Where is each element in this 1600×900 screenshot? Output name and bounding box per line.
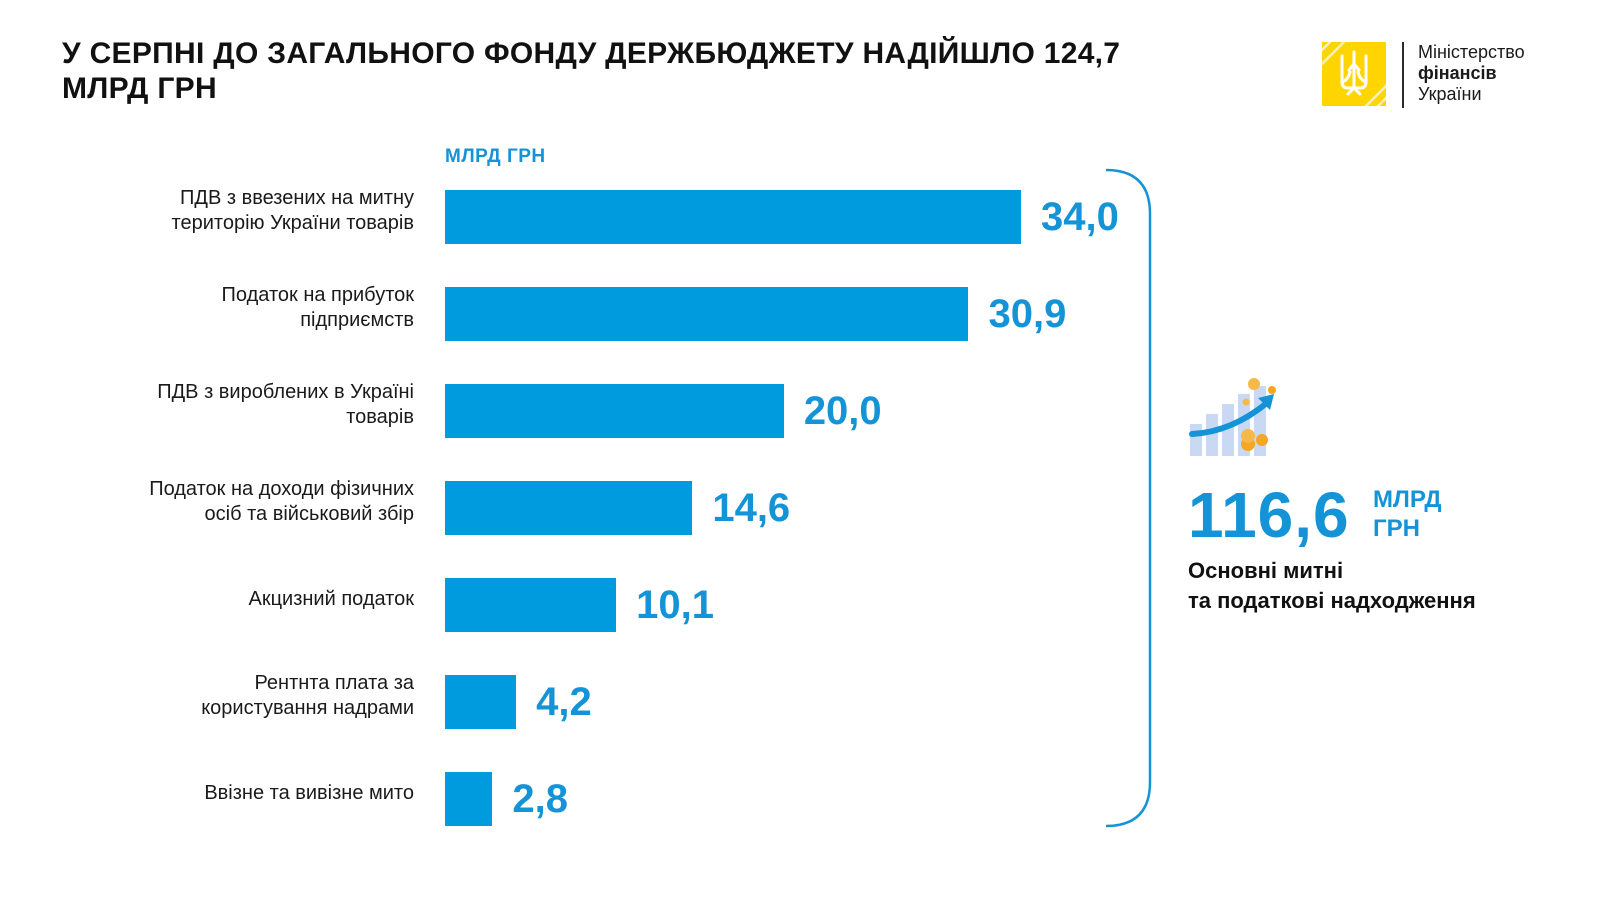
logo-divider — [1402, 42, 1404, 108]
category-label-line: ПДВ з ввезених на митну — [180, 187, 414, 209]
bar-value-label: 10,1 — [636, 583, 714, 627]
bar — [445, 481, 693, 535]
summary-caption: Основні митні та податкові надходження — [1188, 556, 1588, 616]
category-label-line: Податок на доходи фізичних — [149, 478, 414, 500]
logo-line-1: Міністерство — [1418, 42, 1525, 62]
ministry-logo: Міністерство фінансів України — [1322, 42, 1562, 108]
category-label-line: підприємств — [300, 309, 414, 331]
category-label-line: товарів — [346, 406, 414, 428]
bar-value-label: 20,0 — [803, 389, 882, 433]
summary-unit-line-2: ГРН — [1373, 515, 1420, 542]
logo-text: Міністерство фінансів України — [1418, 42, 1525, 105]
bar — [445, 675, 517, 729]
summary-caption-line-2: та податкові надходження — [1188, 588, 1476, 613]
bar — [445, 190, 1021, 244]
category-label: Ввізне та вивізне мито — [60, 781, 414, 806]
category-label-line: Рентнта плата за — [254, 672, 414, 694]
category-label: Рентнта плата за користування надрами — [60, 671, 414, 721]
category-label: ПДВ з ввезених на митну територію України… — [60, 186, 414, 236]
category-label-line: осіб та військовий збір — [204, 503, 414, 525]
summary-unit-line-1: МЛРД — [1373, 486, 1442, 513]
category-label: ПДВ з вироблених в Україні товарів — [60, 380, 414, 430]
category-label-line: користування надрами — [201, 697, 414, 719]
bar-value-label: 2,8 — [512, 777, 569, 821]
bar-value-label: 30,9 — [988, 292, 1067, 336]
category-label: Податок на доходи фізичних осіб та військ… — [60, 477, 414, 527]
category-label-line: Ввізне та вивізне мито — [204, 781, 414, 804]
category-label: Податок на прибуток підприємств — [60, 283, 414, 333]
category-label: Акцизний податок — [60, 587, 414, 612]
bar — [445, 287, 969, 341]
growth-chart-coins-icon — [1189, 378, 1276, 456]
bar-value-label: 34,0 — [1041, 195, 1119, 239]
summary-caption-line-1: Основні митні — [1188, 558, 1344, 583]
trident-emblem-icon — [1322, 42, 1386, 106]
summary-unit: МЛРД ГРН — [1373, 485, 1441, 543]
bar-value-label: 14,6 — [712, 486, 791, 530]
category-label-line: ПДВ з вироблених в Україні — [157, 381, 414, 403]
category-label-line: Податок на прибуток — [221, 284, 414, 306]
category-label-line: територію України товарів — [171, 212, 414, 234]
page-title: У СЕРПНІ ДО ЗАГАЛЬНОГО ФОНДУ ДЕРЖБЮДЖЕТУ… — [62, 37, 1121, 105]
unit-label: МЛРД ГРН — [445, 146, 546, 167]
bar-value-label: 4,2 — [536, 680, 592, 724]
summary-brace — [1105, 168, 1152, 828]
bar — [445, 772, 493, 826]
category-label-line: Акцизний податок — [248, 587, 414, 610]
bar — [445, 384, 784, 438]
bar — [445, 578, 617, 632]
summary-value: 116,6 — [1188, 479, 1350, 551]
logo-line-3: України — [1418, 84, 1482, 104]
logo-line-2: фінансів — [1418, 63, 1497, 83]
